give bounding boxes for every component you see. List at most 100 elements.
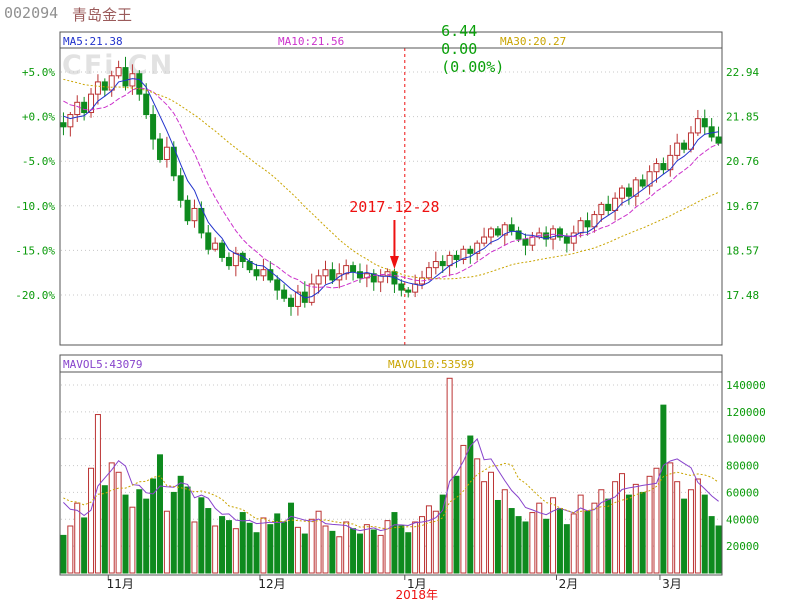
candle-body	[136, 73, 143, 95]
volume-bar	[425, 505, 432, 574]
volume-bar	[591, 502, 598, 574]
volume-bar	[487, 471, 494, 574]
volume-bar	[660, 404, 667, 574]
volume-bar	[336, 536, 343, 574]
volume-panel-border	[59, 354, 723, 576]
candle-body	[481, 236, 488, 244]
volume-bar	[612, 481, 619, 574]
candle-body	[350, 265, 357, 273]
candle-body	[598, 203, 605, 216]
quote-line: 6.44 0.00 (0.00%)	[405, 4, 520, 94]
volume-bar	[363, 524, 370, 574]
volume-bar	[384, 520, 391, 574]
volume-bar	[122, 494, 129, 574]
mavol10-label: MAVOL10:53599	[388, 358, 475, 371]
volume-bar	[274, 513, 281, 574]
candle-body	[694, 118, 701, 134]
price-change: 0.00	[441, 40, 478, 58]
price-axis-label: 17.48	[726, 289, 759, 302]
volume-bar	[439, 494, 446, 574]
volume-bar	[322, 525, 329, 574]
volume-bar	[474, 458, 481, 574]
candle-body	[315, 275, 322, 285]
candle-body	[88, 93, 95, 114]
volume-bar	[598, 489, 605, 574]
candle-body	[446, 254, 453, 267]
price-change-percent: (0.00%)	[441, 58, 505, 76]
volume-bar	[60, 534, 67, 574]
candle-body	[701, 118, 708, 128]
percent-axis-label: -5.0%	[22, 155, 55, 168]
mavol10-line	[63, 462, 719, 530]
candle-body	[398, 283, 405, 291]
volume-bar	[391, 512, 398, 574]
candle-body	[322, 269, 329, 277]
volume-bar	[419, 516, 426, 574]
percent-axis-label: +5.0%	[22, 66, 55, 79]
ma30-label: MA30:20.27	[500, 35, 567, 48]
volume-bar	[694, 478, 701, 574]
volume-bar	[605, 498, 612, 574]
volume-axis-label: 140000	[726, 379, 766, 392]
volume-bar	[619, 473, 626, 574]
volume-bar	[522, 521, 529, 574]
candle-body	[60, 122, 67, 128]
candle-body	[191, 207, 198, 222]
volume-bar	[219, 516, 226, 574]
ma30-line	[63, 78, 719, 280]
candle-body	[308, 283, 315, 303]
candle-body	[294, 291, 301, 307]
price-axis-label: 19.67	[726, 200, 759, 213]
volume-bar	[88, 467, 95, 574]
volume-bar	[529, 512, 536, 574]
candle-body	[329, 269, 336, 281]
volume-bar	[536, 502, 543, 574]
ma5-line	[63, 78, 719, 299]
year-label: 2018年	[396, 588, 439, 600]
candle-body	[67, 114, 74, 128]
volume-bar	[81, 517, 88, 574]
mavol5-line	[63, 438, 719, 532]
candle-body	[156, 138, 163, 160]
candle-body	[522, 238, 529, 246]
volume-bar	[556, 508, 563, 574]
volume-bar	[377, 534, 384, 574]
candle-body	[225, 256, 232, 267]
candle-body	[508, 224, 515, 232]
volume-bar	[288, 502, 295, 574]
candle-body	[625, 187, 632, 197]
candle-body	[205, 232, 212, 250]
volume-bar	[205, 508, 212, 574]
volume-bar	[550, 497, 557, 574]
candle-body	[715, 136, 722, 144]
volume-bar	[143, 498, 150, 574]
volume-bar	[467, 435, 474, 574]
candle-body	[639, 179, 646, 187]
candle-body	[377, 275, 384, 283]
volume-bar	[398, 525, 405, 574]
candle-body	[267, 269, 274, 281]
candle-body	[129, 73, 136, 87]
mavol5-label: MAVOL5:43079	[63, 358, 143, 371]
volume-bar	[74, 502, 81, 574]
volume-bar	[260, 517, 267, 574]
last-price: 6.44	[441, 22, 478, 40]
volume-bar	[681, 498, 688, 574]
candle-body	[239, 252, 246, 263]
candle-body	[122, 67, 129, 87]
volume-bar	[453, 475, 460, 574]
volume-bar	[350, 528, 357, 574]
volume-bar	[577, 494, 584, 574]
price-axis-label: 21.85	[726, 111, 759, 124]
candle-body	[343, 265, 350, 275]
volume-bar	[67, 525, 74, 574]
candle-body	[494, 228, 501, 236]
ma5-label: MA5:21.38	[63, 35, 123, 48]
volume-bar	[281, 521, 288, 574]
volume-axis-label: 120000	[726, 406, 766, 419]
volume-bar	[432, 510, 439, 574]
volume-bar	[632, 483, 639, 574]
main-grid: +5.0% 22.94 +0.0% 21.85 -5.0% 20.76 -10.0% 19.6…	[15, 66, 759, 302]
volume-bar	[570, 513, 577, 574]
